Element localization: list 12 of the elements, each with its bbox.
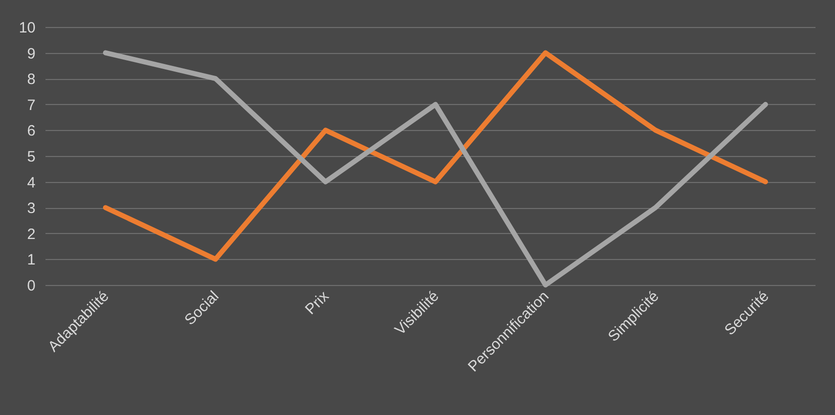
y-tick-label: 8 [27,71,36,88]
y-tick-label: 2 [27,226,36,243]
y-tick-label: 3 [27,200,36,218]
y-tick-label: 1 [27,252,36,269]
y-tick-label: 9 [27,45,36,62]
x-tick-label: Prix [302,288,333,318]
y-tick-label: 10 [18,20,36,36]
y-tick-label: 7 [27,96,36,114]
y-tick-label: 5 [27,148,36,166]
y-tick-label: 6 [27,122,36,140]
y-tick-label: 4 [27,174,36,192]
y-tick-label: 0 [27,278,36,294]
